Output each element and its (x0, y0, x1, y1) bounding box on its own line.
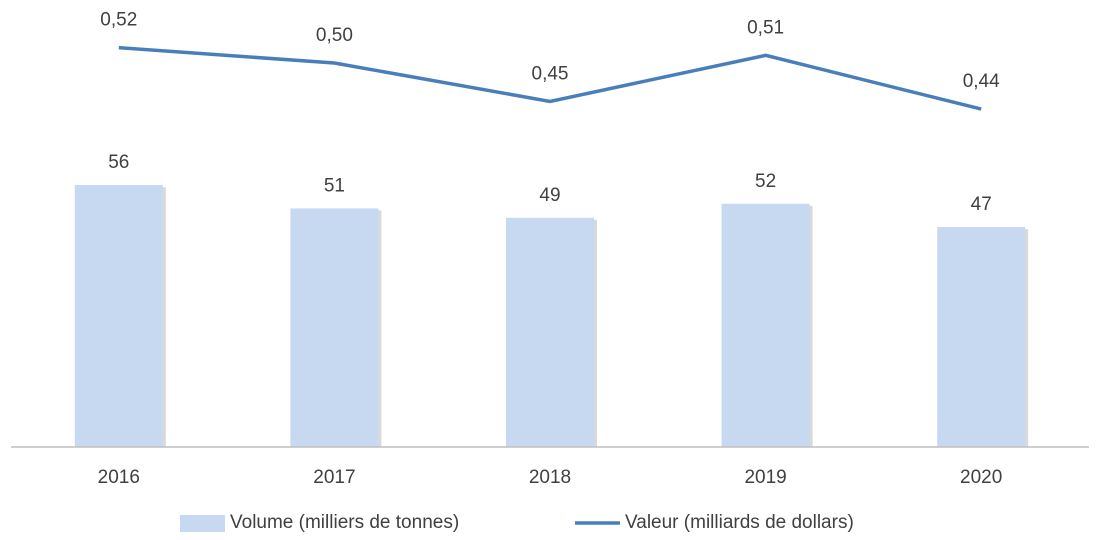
data-label: 0,45 (532, 63, 569, 84)
legend-swatch (180, 515, 225, 532)
data-label: 47 (971, 194, 992, 215)
bar (290, 208, 379, 447)
x-tick-label: 2018 (529, 467, 571, 488)
x-tick-label: 2016 (98, 467, 140, 488)
legend-label: Volume (milliers de tonnes) (230, 512, 459, 533)
bar (506, 217, 594, 447)
data-label: 0,50 (316, 25, 353, 46)
x-tick-label: 2019 (744, 467, 786, 488)
data-label: 0,52 (100, 10, 137, 31)
data-label: 51 (324, 175, 345, 196)
bar (721, 203, 810, 447)
data-label: 49 (539, 185, 560, 206)
data-label: 56 (108, 152, 129, 173)
bar (937, 227, 1026, 447)
x-tick-label: 2020 (960, 467, 1002, 488)
legend-label: Valeur (milliards de dollars) (625, 512, 854, 533)
data-label: 52 (755, 171, 776, 192)
data-label: 0,44 (963, 71, 1000, 92)
bar (74, 185, 163, 447)
data-label: 0,51 (747, 17, 784, 38)
line (118, 45, 982, 111)
x-tick-label: 2017 (313, 467, 355, 488)
